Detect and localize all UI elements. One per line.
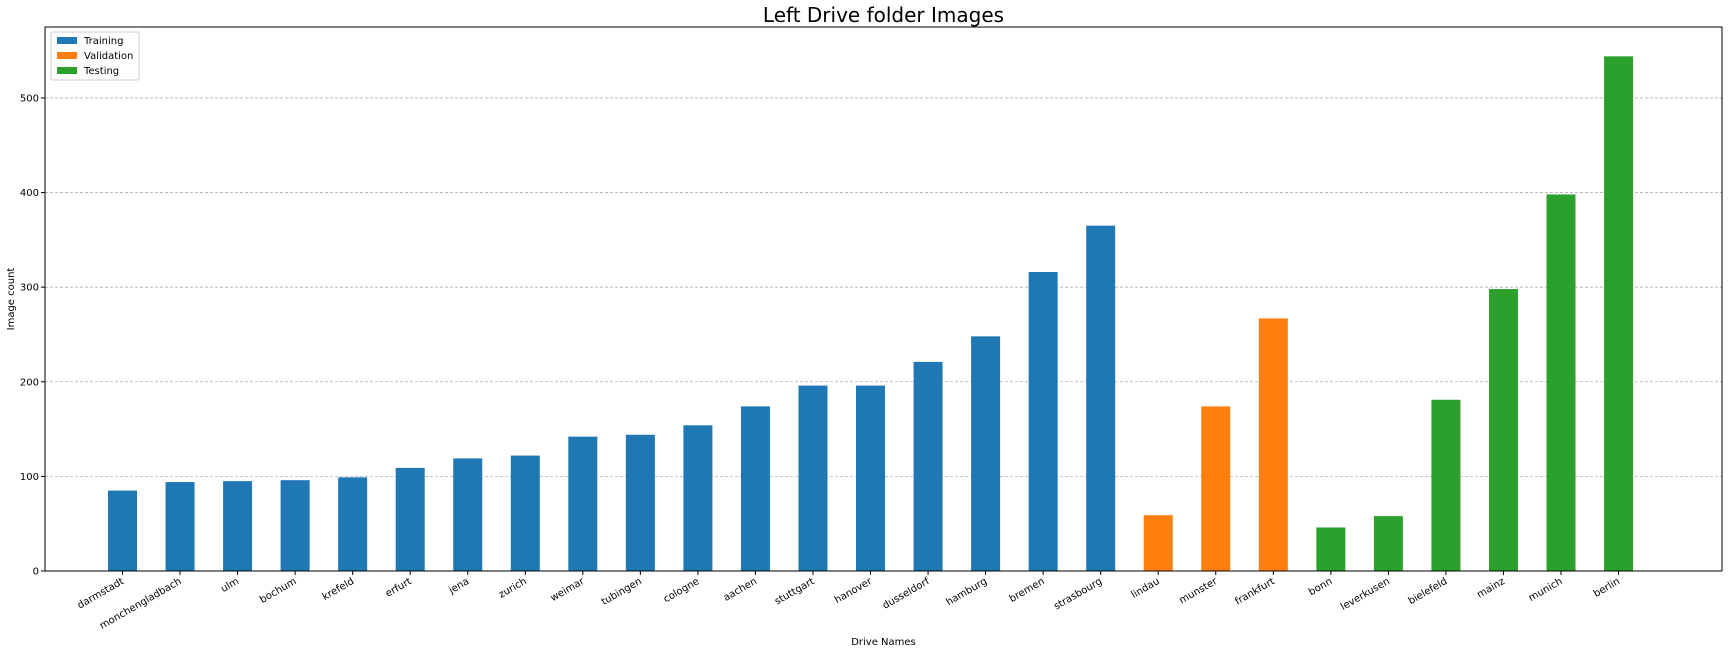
x-tick-label: bonn — [1307, 576, 1334, 598]
y-tick-label: 400 — [20, 188, 39, 199]
y-axis-title: Image count — [6, 268, 17, 331]
legend-label-validation: Validation — [84, 51, 133, 62]
legend-swatch-testing — [57, 67, 77, 74]
bar-ulm — [223, 481, 253, 571]
y-tick-label: 100 — [20, 472, 39, 483]
x-tick-label: darmstadt — [76, 576, 126, 611]
legend-swatch-validation — [57, 52, 77, 59]
bar-weimar — [568, 436, 598, 571]
y-tick-label: 300 — [20, 283, 39, 294]
y-axis-ticks: 0 100 200 300 400 500 — [20, 93, 45, 578]
x-tick-label: tubingen — [600, 576, 644, 608]
x-tick-label: stuttgart — [773, 576, 817, 607]
x-tick-label: zurich — [497, 576, 529, 601]
legend-label-training: Training — [83, 36, 123, 47]
bar-hanover — [856, 385, 886, 571]
x-tick-label: strasbourg — [1052, 576, 1104, 612]
bar-bremen — [1028, 272, 1058, 571]
bar-dusseldorf — [913, 361, 943, 571]
x-tick-label: lindau — [1130, 576, 1162, 601]
x-tick-label: bochum — [258, 576, 298, 606]
x-tick-label: aachen — [722, 576, 759, 604]
x-tick-label: hamburg — [944, 576, 989, 608]
bar-monchengladbach — [165, 482, 195, 571]
plot-area-frame — [44, 26, 1723, 572]
x-tick-label: cologne — [662, 576, 702, 605]
x-tick-label: weimar — [549, 576, 587, 605]
x-axis-title: Drive Names — [851, 637, 916, 648]
x-tick-label: hanover — [833, 576, 875, 607]
bar-aachen — [740, 406, 770, 571]
x-tick-label: ulm — [219, 576, 241, 595]
x-tick-label: mainz — [1475, 576, 1507, 601]
x-tick-label: dusseldorf — [881, 576, 932, 612]
bar-erfurt — [395, 467, 425, 571]
x-tick-label: leverkusen — [1339, 576, 1392, 613]
x-tick-label: krefeld — [321, 576, 356, 603]
chart-title: Left Drive folder Images — [763, 3, 1004, 27]
x-tick-label: frankfurt — [1233, 576, 1276, 607]
bars — [108, 56, 1634, 572]
x-tick-label: bremen — [1008, 576, 1047, 605]
bar-zurich — [510, 455, 540, 571]
bar-krefeld — [338, 477, 368, 571]
x-tick-label: berlin — [1592, 576, 1622, 600]
x-tick-label: munich — [1527, 576, 1565, 604]
bar-strasbourg — [1086, 225, 1116, 571]
bar-bonn — [1316, 527, 1346, 571]
bar-stuttgart — [798, 385, 828, 571]
bar-bochum — [280, 480, 310, 571]
bar-munster — [1201, 406, 1231, 571]
legend: Training Validation Testing — [50, 31, 140, 81]
bar-tubingen — [625, 434, 655, 571]
bar-bielefeld — [1431, 399, 1461, 571]
bar-berlin — [1604, 56, 1634, 572]
y-tick-label: 500 — [20, 93, 39, 104]
bar-leverkusen — [1373, 516, 1403, 571]
bar-munich — [1546, 194, 1576, 571]
bar-hamburg — [971, 336, 1001, 571]
legend-label-testing: Testing — [83, 66, 119, 77]
y-tick-label: 200 — [20, 377, 39, 388]
bar-mainz — [1488, 289, 1518, 571]
legend-swatch-training — [57, 37, 77, 44]
x-tick-label: erfurt — [384, 576, 414, 600]
bar-cologne — [683, 425, 713, 571]
bar-lindau — [1143, 515, 1173, 571]
x-tick-label: bielefeld — [1407, 576, 1450, 607]
y-tick-label: 0 — [33, 567, 39, 578]
x-tick-label: jena — [446, 576, 471, 597]
bar-jena — [453, 458, 483, 571]
x-tick-label: munster — [1178, 576, 1220, 607]
bar-frankfurt — [1258, 318, 1288, 571]
bar-darmstadt — [108, 490, 137, 571]
